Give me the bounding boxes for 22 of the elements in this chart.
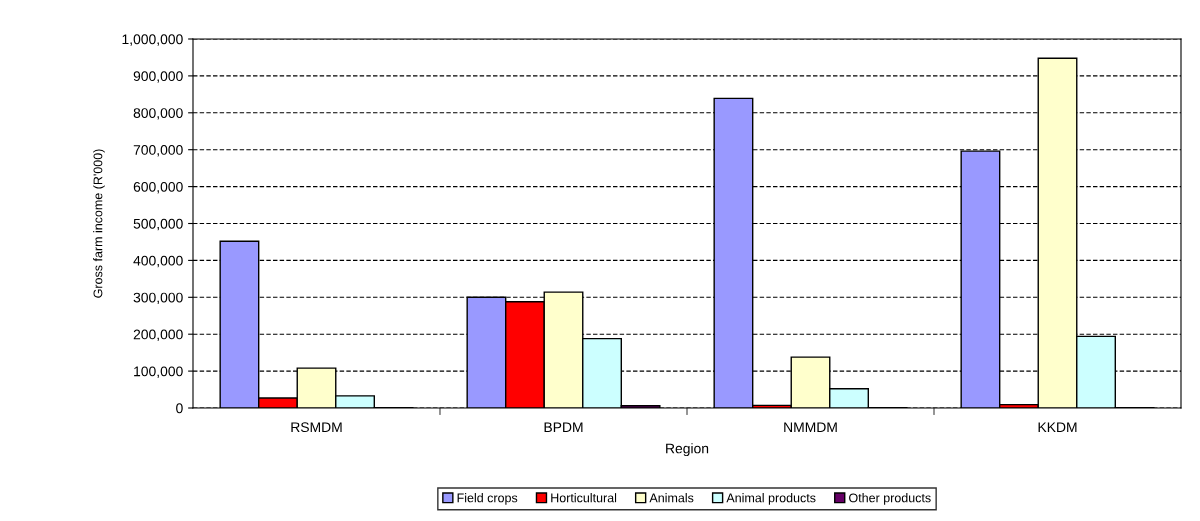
y-tick-label: 0 [176, 403, 183, 414]
y-tick-label: 1,000,000 [122, 34, 183, 46]
y-tick-label: 300,000 [133, 292, 183, 305]
x-axis-title: Region [666, 443, 709, 457]
y-tick-label: 700,000 [133, 145, 183, 157]
y-axis-title: Gross farm income (R'000) [93, 149, 105, 298]
y-tick-label: 500,000 [133, 218, 183, 231]
legend-label: Animal products [726, 493, 816, 505]
legend-label: Other products [849, 493, 931, 505]
y-tick-label: 400,000 [133, 255, 183, 268]
x-tick-label: NMMDM [784, 422, 837, 432]
x-tick-label: KKDM [1038, 422, 1077, 432]
y-tick-label: 900,000 [133, 71, 183, 83]
legend-label: Field crops [457, 493, 518, 505]
y-tick-label: 600,000 [133, 181, 183, 194]
y-tick-label: 200,000 [133, 329, 183, 342]
legend-label: Animals [649, 493, 694, 503]
x-tick-label: BPDM [544, 422, 583, 432]
y-tick-label: 800,000 [133, 108, 183, 120]
legend-label: Horticultural [551, 493, 617, 503]
x-tick-label: RSMDM [291, 422, 342, 433]
y-tick-label: 100,000 [134, 366, 183, 378]
